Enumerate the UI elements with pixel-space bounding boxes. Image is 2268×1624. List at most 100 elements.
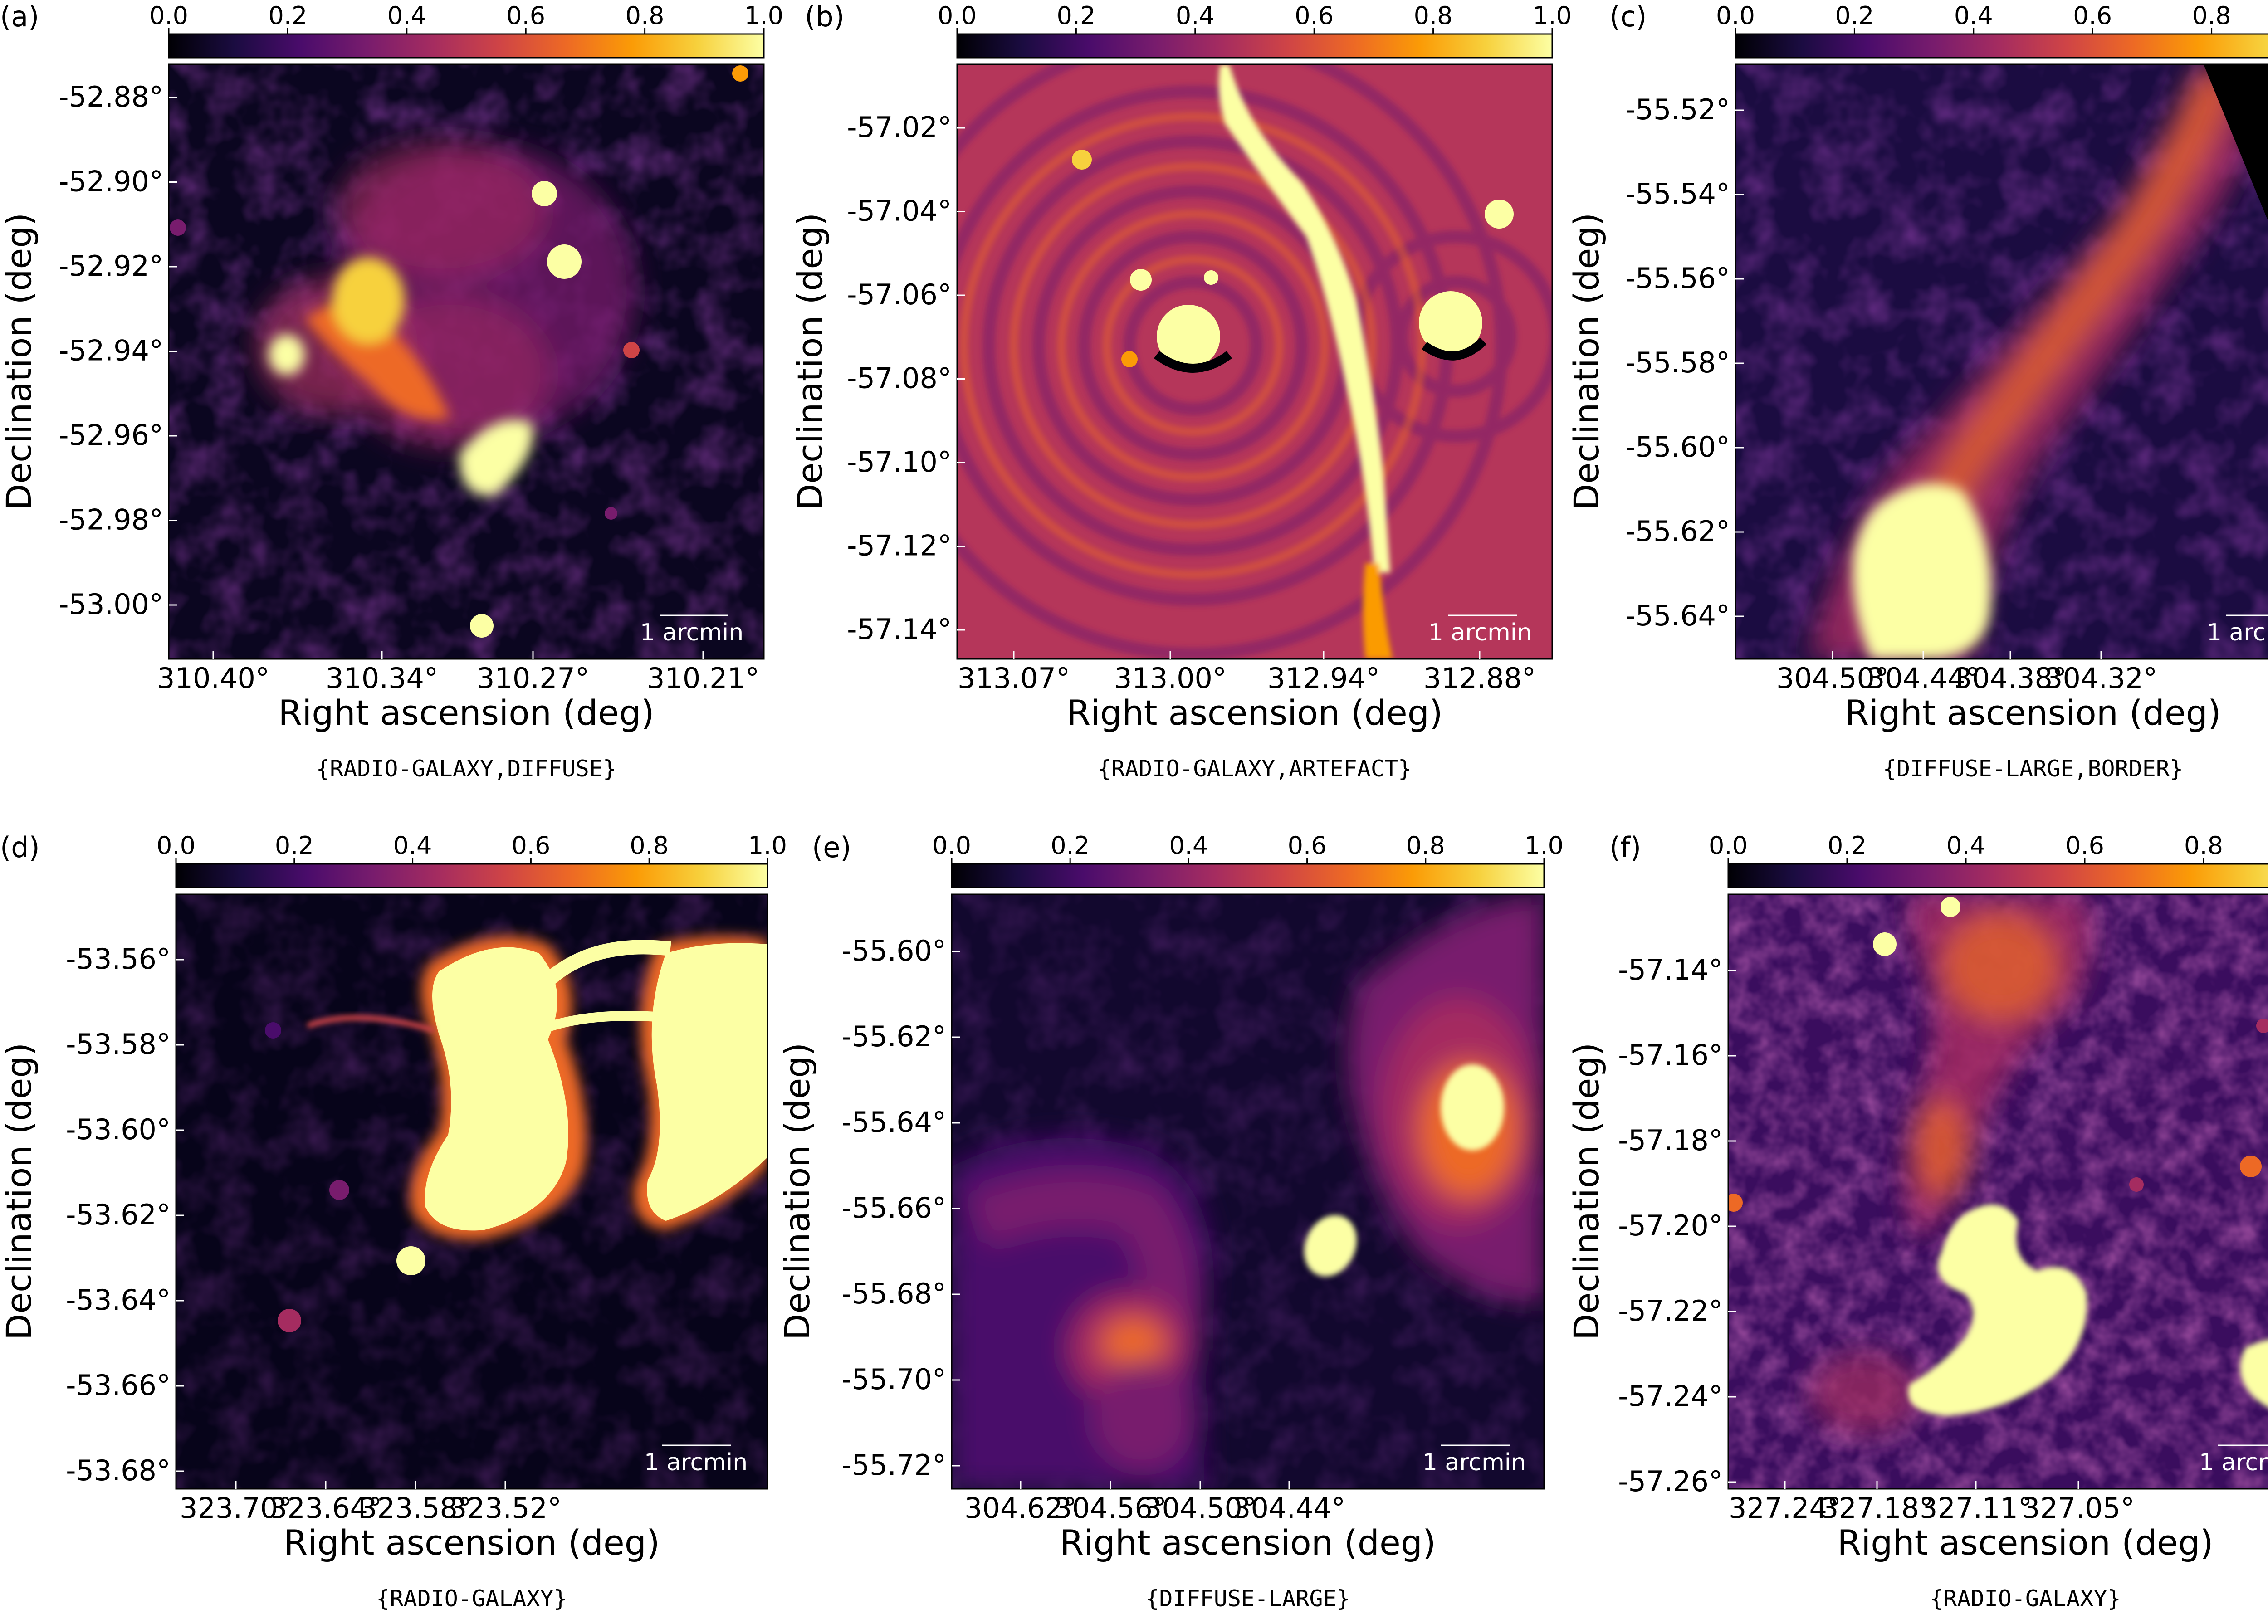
colorbar-tick-label: 0.6 — [2073, 1, 2112, 30]
colorbar-tick-label: 0.4 — [1946, 831, 1985, 860]
y-tick-label: -55.66° — [841, 1191, 946, 1224]
y-tick-label: -57.24° — [1618, 1380, 1723, 1413]
colorbar-tick-label: 1.0 — [744, 1, 783, 30]
y-axis-label: Declination (deg) — [790, 213, 830, 510]
image-frame — [951, 893, 1545, 1490]
scale-bar: 1 arcmin — [2207, 614, 2268, 646]
y-tick-label: -55.62° — [1625, 515, 1730, 548]
colorbar-tick-label: 0.6 — [1288, 831, 1327, 860]
class-tag: {DIFFUSE-LARGE} — [1145, 1585, 1350, 1612]
x-tick-label: 327.18° — [1821, 1492, 1933, 1525]
point-sources — [1728, 897, 2268, 1212]
colorbar-tick-label: 1.0 — [748, 831, 787, 860]
colorbar: 0.00.20.40.60.81.0 — [1716, 1, 2268, 59]
colorbar-tick-label: 0.2 — [1835, 1, 1874, 30]
x-tick-label: 323.70° — [180, 1492, 292, 1525]
colorbar-gradient — [956, 33, 1553, 59]
y-tick-label: -53.60° — [66, 1113, 171, 1146]
colorbar-gradient — [1735, 33, 2268, 59]
scale-bar-label: 1 arcmin — [640, 619, 743, 646]
x-axis-label: Right ascension (deg) — [1837, 1522, 2213, 1563]
y-tick-label: -53.58° — [66, 1028, 171, 1061]
y-tick-label: -57.02° — [847, 111, 952, 144]
x-tick-label: 323.64° — [269, 1492, 382, 1525]
radio-jet — [1218, 64, 1393, 659]
y-tick-label: -55.60° — [841, 934, 946, 967]
colorbar-tick-label: 0.8 — [1414, 1, 1453, 30]
y-tick-label: -52.94° — [59, 334, 163, 367]
panel-d: (d) 0.0 0.2 0.4 0.6 0.8 1.0 — [0, 831, 787, 1612]
x-tick-label: 310.21° — [647, 662, 759, 695]
y-tick-label: -57.04° — [847, 195, 952, 228]
colorbar-tick-label: 0.4 — [1954, 1, 1993, 30]
radio-galaxy — [1908, 1205, 2268, 1416]
colorbar-tick-label: 0.4 — [387, 1, 426, 30]
y-tick-label: -52.88° — [59, 80, 163, 113]
image-panel-f — [1728, 894, 2268, 1489]
colorbar-tick-label: 0.0 — [932, 831, 971, 860]
colorbar-tick-label: 0.2 — [1828, 831, 1867, 860]
point-sources — [170, 65, 748, 638]
scale-bar-label: 1 arcmin — [644, 1449, 748, 1476]
scale-bar: 1 arcmin — [1422, 1444, 1526, 1476]
x-tick-label: 327.11° — [1920, 1492, 2032, 1525]
x-tick-label: 304.56° — [1054, 1492, 1167, 1525]
image-frame — [1735, 63, 2268, 660]
y-tick-label: -57.12° — [847, 529, 952, 562]
colorbar: 0.00.20.40.60.81.0 — [1709, 831, 2268, 888]
x-tick-label: 310.34° — [326, 662, 438, 695]
x-axis-label: Right ascension (deg) — [1066, 693, 1442, 733]
panel-f: (f) 0.00.20.40.60.81.0 — [1566, 831, 2268, 1612]
colorbar-tick-label: 0.2 — [275, 831, 314, 860]
point-sources — [1072, 150, 1514, 373]
y-tick-label: -57.18° — [1618, 1124, 1723, 1157]
x-tick-label: 327.24° — [1729, 1492, 1841, 1525]
y-tick-label: -53.00° — [59, 588, 163, 621]
y-tick-label: -57.14° — [847, 613, 952, 646]
colorbar-tick-label: 1.0 — [1533, 1, 1572, 30]
y-tick-label: -52.98° — [59, 503, 163, 536]
image-frame — [1727, 893, 2268, 1490]
y-tick-label: -55.58° — [1625, 346, 1730, 379]
y-tick-label: -55.64° — [1625, 599, 1730, 632]
x-tick-label: 304.50° — [1776, 662, 1889, 695]
radio-galaxy-core — [306, 940, 767, 1231]
colorbar-tick-label: 0.4 — [1176, 1, 1215, 30]
colorbar-tick-label: 0.8 — [1406, 831, 1445, 860]
colorbar-tick-label: 0.6 — [506, 1, 545, 30]
x-tick-label: 310.40° — [157, 662, 269, 695]
colorbar-gradient — [1727, 863, 2268, 888]
y-tick-label: -55.56° — [1625, 262, 1730, 295]
panel-e: (e) 0.0 0.2 0.4 0.6 0.8 1.0 — [777, 831, 1564, 1612]
panel-letter: (a) — [0, 0, 39, 33]
colorbar-tick-label: 0.0 — [938, 1, 977, 30]
panel-letter: (c) — [1609, 0, 1647, 33]
colorbar-tick-label: 0.2 — [1051, 831, 1090, 860]
x-tick-label: 304.44° — [1233, 1492, 1345, 1525]
class-tag: {RADIO-GALAXY} — [1930, 1585, 2121, 1612]
scale-bar-label: 1 arcmin — [1422, 1449, 1526, 1476]
y-tick-label: -55.64° — [841, 1106, 946, 1139]
colorbar-tick-label: 0.0 — [1716, 1, 1755, 30]
scale-bar: 1 arcmin — [2199, 1444, 2268, 1476]
radio-lobes — [269, 257, 533, 496]
y-tick-label: -52.96° — [59, 419, 163, 452]
scale-bar-label: 1 arcmin — [1428, 619, 1532, 646]
x-tick-label: 304.50° — [1144, 1492, 1256, 1525]
class-tag: {RADIO-GALAXY} — [376, 1585, 567, 1612]
x-tick-label: 312.94° — [1267, 662, 1380, 695]
x-tick-label: 312.88° — [1423, 662, 1536, 695]
colorbar-tick-label: 0.2 — [1056, 1, 1095, 30]
image-panel-c — [1735, 64, 2268, 659]
colorbar-tick-label: 1.0 — [1525, 831, 1564, 860]
x-axis-label: Right ascension (deg) — [1845, 693, 2221, 733]
scale-bar: 1 arcmin — [1428, 614, 1532, 646]
x-tick-label: 323.52° — [449, 1492, 562, 1525]
image-border-mask — [2204, 64, 2268, 221]
point-sources — [265, 1022, 425, 1332]
colorbar-tick-label: 0.0 — [149, 1, 188, 30]
y-tick-label: -57.06° — [847, 278, 952, 311]
y-tick-label: -52.92° — [59, 249, 163, 283]
